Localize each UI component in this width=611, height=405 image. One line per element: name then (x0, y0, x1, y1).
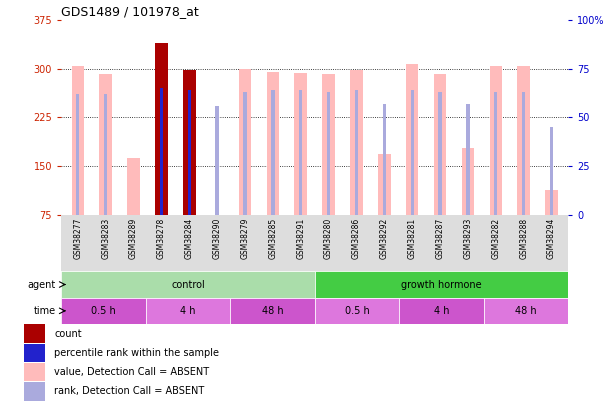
Bar (61, 298, 145, 324)
Text: value, Detection Call = ABSENT: value, Detection Call = ABSENT (54, 367, 209, 377)
Text: count: count (54, 328, 82, 339)
Text: time: time (34, 306, 56, 316)
Text: GSM38291: GSM38291 (296, 217, 306, 259)
Bar (188, 90, 191, 215)
Text: GSM38288: GSM38288 (519, 217, 528, 259)
Bar (159, 88, 163, 215)
Text: GSM38281: GSM38281 (408, 217, 417, 259)
Bar (76, 94, 79, 215)
Text: GSM38285: GSM38285 (268, 217, 277, 259)
Bar (489, 66, 502, 215)
Bar (299, 90, 302, 215)
Bar (434, 74, 446, 215)
Bar (518, 66, 530, 215)
Bar (550, 127, 553, 215)
Bar (462, 148, 474, 215)
Bar (24, 343, 45, 362)
Bar (545, 190, 558, 215)
Bar (378, 154, 390, 215)
Text: GSM38292: GSM38292 (380, 217, 389, 259)
Bar (494, 92, 497, 215)
Text: 0.5 h: 0.5 h (91, 306, 115, 316)
Text: GSM38284: GSM38284 (185, 217, 194, 259)
Bar (323, 74, 335, 215)
Text: GSM38277: GSM38277 (73, 217, 82, 259)
Bar (230, 298, 315, 324)
Bar (295, 73, 307, 215)
Text: rank, Detection Call = ABSENT: rank, Detection Call = ABSENT (54, 386, 205, 396)
Bar (100, 74, 112, 215)
Text: GSM38282: GSM38282 (491, 217, 500, 259)
Text: 4 h: 4 h (434, 306, 449, 316)
Text: GSM38278: GSM38278 (157, 217, 166, 259)
Bar (438, 92, 442, 215)
Bar (243, 92, 247, 215)
Text: GSM38280: GSM38280 (324, 217, 333, 259)
Bar (239, 69, 251, 215)
Text: GSM38279: GSM38279 (241, 217, 249, 259)
Bar (315, 271, 568, 298)
Bar (411, 90, 414, 215)
Text: 4 h: 4 h (180, 306, 196, 316)
Text: GSM38287: GSM38287 (436, 217, 445, 259)
Text: GSM38293: GSM38293 (463, 217, 472, 259)
Bar (271, 90, 274, 215)
Text: 48 h: 48 h (262, 306, 284, 316)
Bar (216, 106, 219, 215)
Bar (24, 363, 45, 382)
Bar (484, 298, 568, 324)
Bar (266, 72, 279, 215)
Bar (355, 90, 358, 215)
Text: 48 h: 48 h (515, 306, 537, 316)
Bar (71, 66, 84, 215)
Bar (406, 64, 419, 215)
Bar (155, 43, 167, 215)
Bar (104, 94, 108, 215)
Text: control: control (171, 279, 205, 290)
Bar (399, 298, 484, 324)
Text: GSM38289: GSM38289 (129, 217, 138, 259)
Bar (466, 104, 470, 215)
Bar (183, 70, 196, 215)
Text: GSM38286: GSM38286 (352, 217, 361, 259)
Text: GSM38283: GSM38283 (101, 217, 110, 259)
Bar (315, 298, 399, 324)
Text: GDS1489 / 101978_at: GDS1489 / 101978_at (61, 5, 199, 18)
Bar (522, 92, 525, 215)
Bar (127, 158, 140, 215)
Bar (382, 104, 386, 215)
Bar (24, 324, 45, 343)
Bar (61, 271, 315, 298)
Bar (24, 382, 45, 401)
Bar (327, 92, 331, 215)
Text: percentile rank within the sample: percentile rank within the sample (54, 348, 219, 358)
Text: growth hormone: growth hormone (401, 279, 481, 290)
Text: 0.5 h: 0.5 h (345, 306, 369, 316)
Bar (145, 298, 230, 324)
Text: GSM38294: GSM38294 (547, 217, 556, 259)
Text: GSM38290: GSM38290 (213, 217, 222, 259)
Bar (350, 70, 363, 215)
Text: agent: agent (27, 279, 56, 290)
